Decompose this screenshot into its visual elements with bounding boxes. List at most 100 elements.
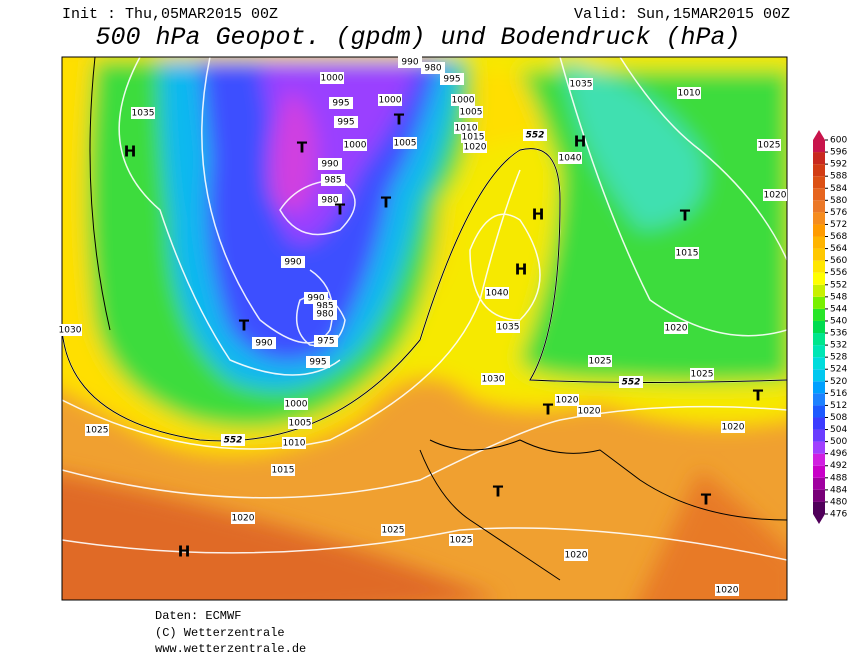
pressure-center: T: [701, 491, 712, 509]
isobar-label: 1010: [678, 89, 701, 99]
label-bg: [306, 356, 330, 368]
isobar-label: 1020: [556, 396, 579, 406]
isobar-label: 985: [316, 302, 333, 312]
colorbar-segment: [813, 296, 825, 309]
label-bg: [313, 308, 337, 320]
isobar-label: 1005: [289, 419, 312, 429]
colorbar-label: 500: [830, 437, 847, 447]
colorbar-label: 576: [830, 208, 847, 218]
label-bg: [378, 94, 402, 106]
colorbar-label: 520: [830, 377, 847, 387]
colorbar-segment: [813, 477, 825, 490]
label-bg: [421, 62, 445, 74]
label-bg: [459, 106, 483, 118]
colorbar-segment: [813, 345, 825, 358]
isobar-label: 1010: [455, 124, 478, 134]
label-bg: [569, 78, 593, 90]
colorbar-segment: [813, 453, 825, 466]
colorbar-label: 536: [830, 329, 847, 339]
label-bg: [288, 417, 312, 429]
isobar-label: 1000: [321, 74, 344, 84]
colorbar-label: 580: [830, 196, 847, 206]
label-bg: [318, 158, 342, 170]
pressure-center: H: [124, 143, 137, 161]
colorbar-label: 540: [830, 316, 847, 326]
colorbar-segment: [813, 417, 825, 430]
label-bg: [284, 398, 308, 410]
colorbar-segment: [813, 320, 825, 334]
colorbar-segment: [813, 381, 825, 394]
label-bg: [343, 139, 367, 151]
map: [62, 57, 787, 600]
colorbar-label: 504: [830, 425, 847, 435]
label-bg: [481, 373, 505, 385]
isobar-label: 1020: [716, 586, 739, 596]
colorbar-label: 564: [830, 244, 847, 254]
label-bg: [485, 287, 509, 299]
isobar-label: 1020: [722, 423, 745, 433]
label-bg: [577, 405, 601, 417]
colorbar-segment: [813, 333, 825, 346]
colorbar-label: 488: [830, 473, 847, 483]
isobar-label: 1000: [452, 96, 475, 106]
label-bg: [555, 394, 579, 406]
colorbar-segment: [813, 212, 825, 225]
colorbar-segment: [813, 501, 825, 514]
pressure-center: T: [394, 111, 405, 129]
colorbar-segment: [813, 224, 825, 237]
label-bg: [523, 129, 547, 141]
pressure-center: T: [753, 387, 764, 405]
isobar-label: 1000: [285, 400, 308, 410]
colorbar-segment: [813, 272, 825, 285]
colorbar-segment: [813, 441, 825, 454]
colorbar-label: 532: [830, 341, 847, 351]
colorbar-label: 524: [830, 365, 847, 375]
isobar-label: 1020: [764, 191, 787, 201]
isobar-label: 1035: [132, 109, 155, 119]
colorbar-label: 528: [830, 353, 847, 363]
footer-source: Daten: ECMWF: [155, 609, 241, 623]
colorbar-segment: [813, 200, 825, 213]
isobar-label: 990: [401, 58, 418, 68]
pressure-center: T: [493, 483, 504, 501]
isobar-label: 975: [317, 337, 334, 347]
colorbar-segment: [813, 357, 825, 370]
isobar-label: 1005: [394, 139, 417, 149]
label-bg: [715, 584, 739, 596]
label-bg: [619, 376, 643, 388]
colorbar-segment: [813, 405, 825, 418]
colorbar-label: 492: [830, 461, 847, 471]
footer-copyright: (C) Wetterzentrale: [155, 626, 285, 640]
colorbar-label: 480: [830, 497, 847, 507]
map-title: 500 hPa Geopot. (gpdm) und Bodendruck (h…: [95, 23, 740, 52]
colorbar-label: 592: [830, 160, 847, 170]
label-bg: [231, 512, 255, 524]
isobar-label: 1025: [86, 426, 109, 436]
label-bg: [320, 72, 344, 84]
pressure-center: H: [532, 206, 545, 224]
isobar-label: 1035: [497, 323, 520, 333]
isobar-label: 990: [321, 160, 338, 170]
colorbar-label: 568: [830, 232, 847, 242]
label-bg: [393, 137, 417, 149]
isobar-label: 1035: [570, 80, 593, 90]
label-bg: [282, 437, 306, 449]
label-bg: [85, 424, 109, 436]
isobar-label: 1025: [691, 370, 714, 380]
isobar-label: 1010: [283, 439, 306, 449]
label-bg: [461, 131, 485, 143]
isobar-label: 1020: [464, 143, 487, 153]
label-bg: [314, 335, 338, 347]
label-bg: [318, 194, 342, 206]
label-bg: [664, 322, 688, 334]
isobar-label: 1030: [59, 326, 82, 336]
label-bg: [221, 434, 245, 446]
label-bg: [463, 141, 487, 153]
label-bg: [675, 247, 699, 259]
label-bg: [757, 139, 781, 151]
label-bg: [677, 87, 701, 99]
isobar-label: 995: [337, 118, 354, 128]
label-bg: [564, 549, 588, 561]
isobar-label: 1025: [450, 536, 473, 546]
isobar-label: 552: [224, 436, 243, 446]
